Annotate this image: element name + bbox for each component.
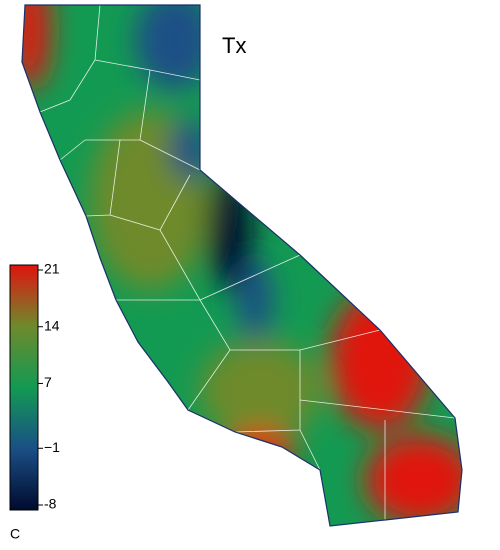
colorbar-unit: C <box>10 526 20 542</box>
temperature-zone <box>200 340 320 440</box>
colorbar-tick-label: 7 <box>44 374 52 390</box>
temperature-zone <box>225 430 295 470</box>
colorbar <box>9 264 39 511</box>
colorbar-tick-label: −1 <box>44 439 60 455</box>
colorbar-tick-label: 14 <box>44 317 60 333</box>
map-title: Tx <box>222 33 246 58</box>
temperature-blobs <box>22 5 462 525</box>
temperature-zone <box>135 5 215 90</box>
temperature-zone <box>22 5 50 90</box>
county-lines <box>39 5 456 520</box>
temperature-zone <box>237 260 273 340</box>
colorbar-tick-label: -8 <box>44 496 57 512</box>
temperature-zone <box>365 435 462 525</box>
temperature-zone <box>170 120 210 180</box>
colorbar-tick-label: 21 <box>44 261 60 277</box>
